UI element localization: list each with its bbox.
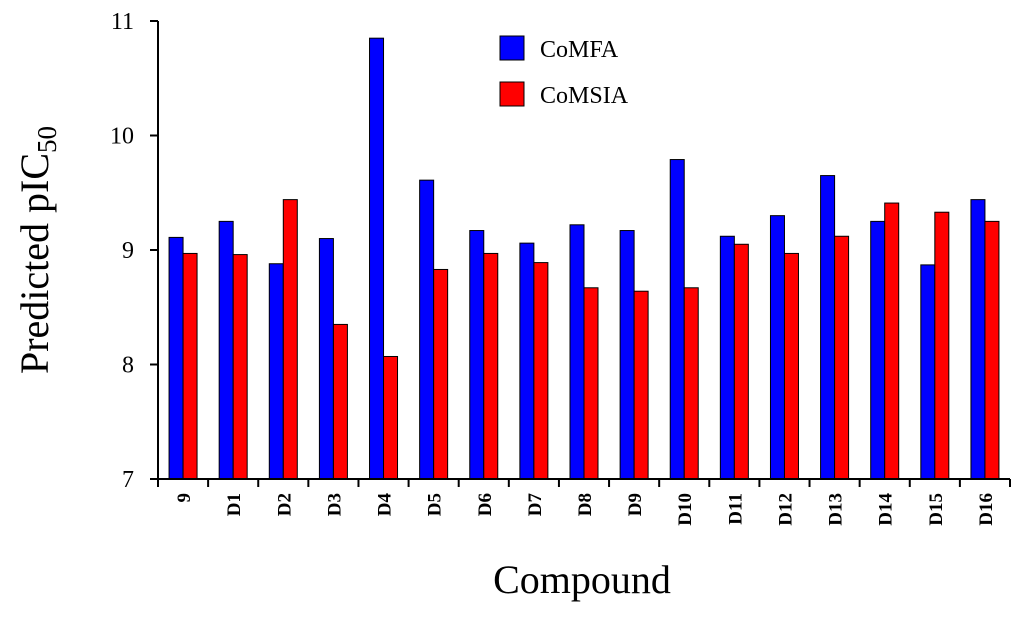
y-axis-title: Predicted pIC50 — [12, 126, 62, 374]
category-label: D16 — [976, 493, 997, 526]
legend-label-comfa: CoMFA — [540, 37, 619, 63]
legend-swatch-comsia — [499, 81, 525, 107]
y-tick-label: 7 — [122, 467, 134, 493]
bar-comsia-d8 — [583, 287, 599, 480]
bar-comsia-d12 — [783, 252, 799, 480]
bar-comfa-d1 — [218, 220, 234, 480]
category-label: D6 — [475, 493, 496, 516]
bar-comfa-d12 — [769, 215, 785, 480]
category-label: D1 — [224, 493, 245, 516]
legend: CoMFA CoMSIA — [499, 35, 629, 109]
bar-comsia-d13 — [834, 235, 850, 480]
category-label: D3 — [324, 493, 345, 516]
bar-comsia-d15 — [934, 211, 950, 480]
y-tick-label: 8 — [122, 353, 134, 379]
x-ticks: 9 D1 D2 D3 D4 D5 D6 D7 D8 D9 D10 D11 D12 D13 D14 D15 D16 — [157, 479, 1011, 526]
y-tick-label: 11 — [111, 9, 134, 35]
bar-comfa-d8 — [569, 224, 585, 480]
bar-comfa-d7 — [519, 242, 535, 480]
category-label: 9 — [174, 493, 195, 503]
bar-comfa-d6 — [469, 230, 485, 480]
x-axis-title: Compound — [493, 557, 671, 602]
category-label: D12 — [775, 493, 796, 526]
bar-comfa-d5 — [419, 179, 435, 480]
bar-comfa-d15 — [920, 264, 936, 480]
bar-comsia-9 — [182, 252, 198, 480]
y-ticks: 7 8 9 10 11 — [110, 9, 158, 493]
category-label: D14 — [876, 493, 897, 526]
bar-comsia-d10 — [683, 287, 699, 480]
category-label: D7 — [525, 493, 546, 517]
y-axis-title-main: Predicted pIC — [12, 153, 57, 374]
bar-comfa-d13 — [820, 175, 836, 480]
bar-comfa-d11 — [719, 235, 735, 480]
bar-comfa-d9 — [619, 230, 635, 480]
legend-swatch-comfa — [499, 35, 525, 61]
bars-group — [168, 37, 1000, 480]
bar-comsia-d11 — [733, 243, 749, 480]
bar-comsia-d5 — [433, 268, 449, 480]
bar-comfa-d10 — [669, 159, 685, 480]
bar-comfa-d2 — [268, 263, 284, 480]
bar-comsia-d2 — [282, 199, 298, 480]
category-label: D10 — [675, 493, 696, 526]
bar-comsia-d4 — [383, 355, 399, 480]
y-tick-label: 9 — [122, 238, 134, 264]
bar-comfa-d3 — [318, 238, 334, 480]
y-tick-label: 10 — [110, 124, 134, 150]
bar-comsia-d7 — [533, 262, 549, 480]
category-label: D9 — [625, 493, 646, 516]
category-label: D4 — [375, 493, 396, 517]
category-label: D11 — [725, 493, 746, 525]
bar-comfa-d14 — [870, 220, 886, 480]
bar-comsia-d16 — [984, 220, 1000, 480]
legend-label-comsia: CoMSIA — [540, 83, 629, 109]
category-label: D13 — [826, 493, 847, 526]
bar-comsia-d3 — [332, 323, 348, 480]
category-label: D8 — [575, 493, 596, 516]
bar-comsia-d9 — [633, 290, 649, 480]
bar-comfa-d16 — [970, 199, 986, 480]
category-label: D5 — [425, 493, 446, 516]
category-label: D15 — [926, 493, 947, 526]
bar-comsia-d14 — [884, 202, 900, 480]
bar-comsia-d6 — [483, 252, 499, 480]
bar-comsia-d1 — [232, 254, 248, 480]
bar-comfa-d4 — [369, 37, 385, 480]
bar-comfa-9 — [168, 236, 184, 480]
category-label: D2 — [274, 493, 295, 516]
y-axis-title-subscript: 50 — [32, 126, 62, 153]
